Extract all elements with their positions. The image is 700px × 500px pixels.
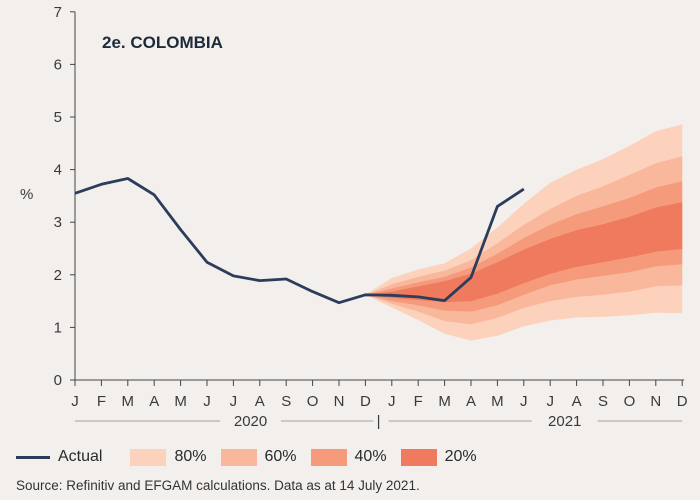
source-note: Source: Refinitiv and EFGAM calculations…	[16, 478, 420, 493]
x-tick-label: N	[650, 393, 661, 410]
legend-label-20: 20%	[444, 448, 477, 465]
legend-swatch-80	[130, 448, 167, 466]
fan-band-20	[365, 202, 683, 303]
fan-band-40	[365, 181, 683, 312]
x-tick-label: S	[281, 393, 291, 410]
x-tick-label: M	[122, 393, 135, 410]
x-tick-label: D	[677, 393, 688, 410]
x-tick-label: J	[230, 393, 238, 410]
x-tick-label: A	[255, 393, 265, 410]
x-tick-label: J	[71, 393, 79, 410]
year-label-2020: 2020	[234, 413, 267, 430]
x-tick-label: S	[598, 393, 608, 410]
y-tick-label: 0	[54, 372, 62, 389]
x-tick-label: A	[572, 393, 582, 410]
x-tick-label: J	[546, 393, 554, 410]
actual-line	[74, 177, 525, 305]
x-tick-label: J	[388, 393, 396, 410]
y-axis-label: %	[20, 186, 33, 203]
x-tick-label: A	[466, 393, 476, 410]
legend-item-60: 60%	[220, 448, 297, 466]
x-tick-label: N	[334, 393, 345, 410]
x-tick-label: A	[149, 393, 159, 410]
y-tick-label: 1	[54, 319, 62, 336]
legend-line-actual	[16, 455, 50, 459]
legend-swatch-60	[220, 448, 257, 466]
legend-item-80: 80%	[130, 448, 207, 466]
x-tick-label: M	[438, 393, 451, 410]
x-tick-label: O	[624, 393, 636, 410]
y-tick-label: 2	[54, 267, 62, 284]
y-tick-label: 5	[54, 109, 62, 126]
legend: Actual 80% 60% 40% 20%	[16, 446, 491, 468]
legend-label-60: 60%	[264, 448, 297, 465]
y-tick-label: 7	[54, 4, 62, 21]
legend-label-actual: Actual	[58, 448, 103, 465]
x-tick-label: M	[491, 393, 504, 410]
x-tick-label: J	[520, 393, 528, 410]
legend-item-20: 20%	[400, 448, 477, 466]
x-tick-label: M	[174, 393, 187, 410]
x-tick-label: D	[360, 393, 371, 410]
year-label-2021: 2021	[548, 413, 581, 430]
year-separator: |	[377, 413, 381, 430]
y-tick-label: 6	[54, 56, 62, 73]
legend-label-80: 80%	[174, 448, 207, 465]
legend-item-actual: Actual	[16, 448, 102, 466]
x-tick-label: J	[203, 393, 211, 410]
legend-swatch-40	[310, 448, 347, 466]
legend-label-40: 40%	[354, 448, 387, 465]
x-tick-label: F	[97, 393, 106, 410]
chart-title: 2e. COLOMBIA	[102, 33, 223, 52]
legend-swatch-20	[400, 448, 437, 466]
x-tick-label: F	[414, 393, 423, 410]
y-tick-label: 4	[54, 162, 62, 179]
y-tick-label: 3	[54, 214, 62, 231]
legend-item-40: 40%	[310, 448, 387, 466]
x-tick-label: O	[307, 393, 319, 410]
